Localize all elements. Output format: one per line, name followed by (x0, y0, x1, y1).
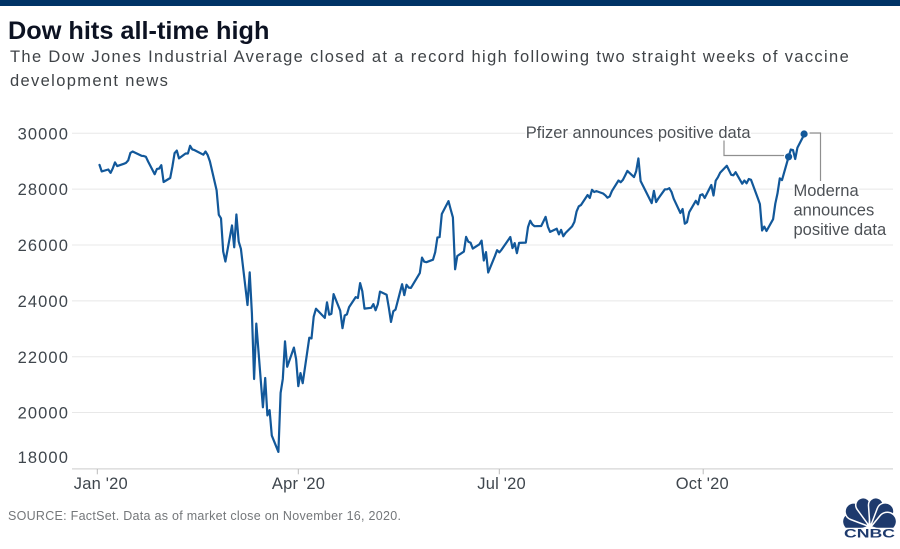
svg-text:Jul '20: Jul '20 (477, 475, 526, 493)
svg-text:18000: 18000 (18, 449, 69, 467)
svg-text:positive data: positive data (794, 221, 887, 239)
svg-text:24000: 24000 (18, 293, 69, 311)
svg-text:CNBC: CNBC (844, 527, 895, 541)
svg-text:Oct '20: Oct '20 (676, 475, 729, 493)
svg-text:28000: 28000 (18, 181, 69, 199)
svg-text:Moderna: Moderna (794, 182, 860, 200)
svg-text:20000: 20000 (18, 405, 69, 423)
svg-text:30000: 30000 (18, 125, 69, 143)
svg-text:22000: 22000 (18, 349, 69, 367)
svg-text:Pfizer announces positive data: Pfizer announces positive data (526, 124, 752, 142)
svg-text:announces: announces (794, 202, 875, 220)
svg-text:Apr '20: Apr '20 (272, 475, 325, 493)
svg-text:Jan '20: Jan '20 (74, 475, 128, 493)
svg-text:26000: 26000 (18, 237, 69, 255)
